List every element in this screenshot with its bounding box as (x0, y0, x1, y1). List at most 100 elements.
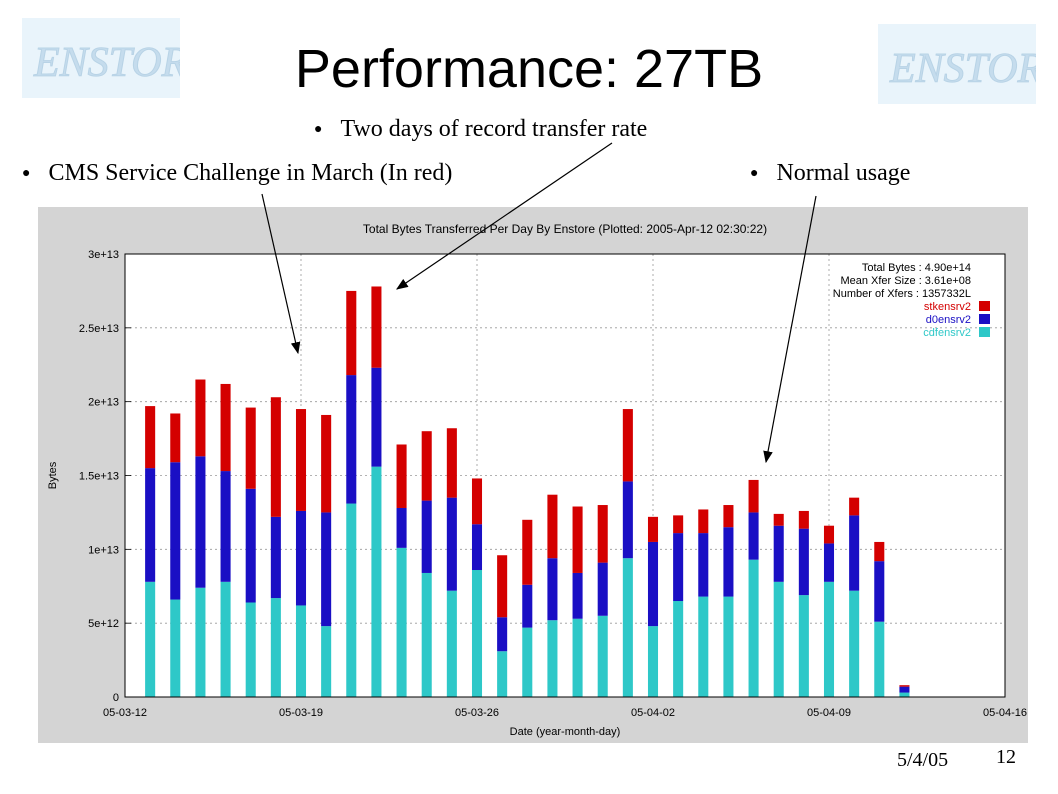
bar-stkensrv2 (346, 290, 357, 376)
footer-page-number: 12 (996, 746, 1016, 768)
bytes-per-day-chart: 0 5e+12 1e+13 1.5e+13 2e+13 2.5e+13 3e+13 05-03… (38, 207, 1028, 743)
bullet-dot: ● (750, 166, 759, 181)
bar-stkensrv2 (773, 513, 784, 526)
bar-cdfensrv2 (773, 581, 784, 697)
bullet-two-days-text: Two days of record transfer rate (340, 116, 648, 142)
bullet-dot: ● (314, 122, 323, 137)
bullet-normal: ● Normal usage (750, 160, 910, 187)
x-axis-label: Date (year-month-day) (510, 726, 621, 738)
bar-d0ensrv2 (647, 541, 659, 627)
bar-cdfensrv2 (522, 627, 533, 697)
bar-d0ensrv2 (899, 686, 910, 693)
bar-d0ensrv2 (145, 468, 156, 582)
bar-cdfensrv2 (849, 590, 860, 697)
enstore-logo-left: ENSTORE (22, 18, 180, 98)
bar-cdfensrv2 (446, 590, 457, 697)
bar-stkensrv2 (421, 431, 432, 501)
bar-stkensrv2 (899, 685, 910, 687)
bar-cdfensrv2 (346, 503, 357, 697)
bullet-dot: ● (22, 166, 31, 181)
bar-stkensrv2 (849, 497, 860, 516)
bar-cdfensrv2 (371, 466, 382, 697)
x-tick-label: 05-03-26 (455, 707, 499, 719)
bar-stkensrv2 (748, 479, 759, 513)
y-tick-label: 3e+13 (88, 249, 119, 261)
bar-d0ensrv2 (471, 524, 483, 571)
legend-stat: Total Bytes : 4.90e+14 (862, 262, 971, 274)
bullet-cms: ● CMS Service Challenge in March (In red) (22, 160, 452, 187)
bar-d0ensrv2 (396, 507, 407, 548)
legend-label-stkensrv2: stkensrv2 (924, 301, 971, 313)
bar-stkensrv2 (446, 428, 457, 498)
bar-d0ensrv2 (220, 471, 231, 582)
bar-stkensrv2 (245, 407, 256, 489)
legend-swatch-stkensrv2 (979, 301, 990, 311)
bar-d0ensrv2 (698, 533, 709, 597)
bar-stkensrv2 (823, 525, 835, 544)
footer-date: 5/4/05 (897, 749, 949, 771)
bar-d0ensrv2 (346, 375, 357, 504)
bar-d0ensrv2 (773, 525, 784, 582)
bar-cdfensrv2 (798, 595, 809, 697)
legend-label-cdfensrv2: cdfensrv2 (923, 327, 971, 339)
enstore-logo-right: ENSTORE (878, 24, 1036, 104)
bar-stkensrv2 (220, 383, 231, 472)
bar-stkensrv2 (471, 478, 483, 525)
slide-title: Performance: 27TB (294, 39, 764, 99)
bullet-two-days: ● Two days of record transfer rate (314, 116, 647, 143)
bar-cdfensrv2 (471, 570, 483, 697)
bar-stkensrv2 (698, 509, 709, 534)
bar-d0ensrv2 (497, 617, 508, 652)
chart-panel: 0 5e+12 1e+13 1.5e+13 2e+13 2.5e+13 3e+13 05-03… (38, 207, 1028, 743)
bar-stkensrv2 (522, 519, 533, 585)
bar-stkensrv2 (321, 414, 332, 513)
bar-stkensrv2 (622, 409, 633, 482)
bar-cdfensrv2 (597, 615, 608, 697)
bar-stkensrv2 (145, 406, 156, 469)
bar-cdfensrv2 (723, 596, 734, 697)
bar-d0ensrv2 (748, 512, 759, 560)
bullet-cms-text: CMS Service Challenge in March (In red) (48, 160, 453, 186)
x-tick-label: 05-03-12 (103, 707, 147, 719)
bar-cdfensrv2 (547, 620, 558, 697)
bar-d0ensrv2 (849, 515, 860, 591)
bar-stkensrv2 (170, 413, 181, 463)
bar-stkensrv2 (270, 397, 281, 517)
legend-stat: Mean Xfer Size : 3.61e+08 (840, 275, 971, 287)
legend-stat: Number of Xfers : 1357332L (833, 288, 971, 300)
bar-cdfensrv2 (195, 587, 206, 697)
bar-stkensrv2 (396, 444, 407, 508)
bar-cdfensrv2 (572, 618, 583, 697)
y-tick-label: 1.5e+13 (79, 471, 119, 483)
bar-cdfensrv2 (321, 626, 332, 697)
bar-d0ensrv2 (245, 488, 256, 603)
bar-cdfensrv2 (295, 605, 307, 697)
y-axis-label: Bytes (47, 461, 59, 489)
bar-d0ensrv2 (321, 512, 332, 627)
bar-cdfensrv2 (647, 626, 659, 697)
bar-cdfensrv2 (497, 651, 508, 697)
bar-d0ensrv2 (446, 497, 457, 591)
bar-cdfensrv2 (874, 621, 885, 697)
bar-d0ensrv2 (270, 516, 281, 599)
bar-d0ensrv2 (522, 584, 533, 628)
bar-d0ensrv2 (195, 456, 206, 588)
y-tick-label: 2e+13 (88, 397, 119, 409)
bar-stkensrv2 (195, 379, 206, 457)
bar-d0ensrv2 (874, 561, 885, 622)
bar-d0ensrv2 (547, 558, 558, 621)
bar-stkensrv2 (597, 505, 608, 563)
x-tick-label: 05-04-16 (983, 707, 1027, 719)
bar-cdfensrv2 (396, 547, 407, 697)
x-tick-label: 05-04-09 (807, 707, 851, 719)
bar-cdfensrv2 (899, 692, 910, 697)
enstore-logo-left-text: ENSTORE (33, 40, 180, 86)
bar-stkensrv2 (723, 505, 734, 528)
bullet-normal-text: Normal usage (776, 160, 911, 186)
bar-cdfensrv2 (245, 602, 256, 697)
bar-d0ensrv2 (622, 481, 633, 559)
legend-swatch-cdfensrv2 (979, 327, 990, 337)
bar-cdfensrv2 (673, 601, 684, 697)
y-tick-label: 1e+13 (88, 544, 119, 556)
bar-d0ensrv2 (798, 528, 809, 596)
